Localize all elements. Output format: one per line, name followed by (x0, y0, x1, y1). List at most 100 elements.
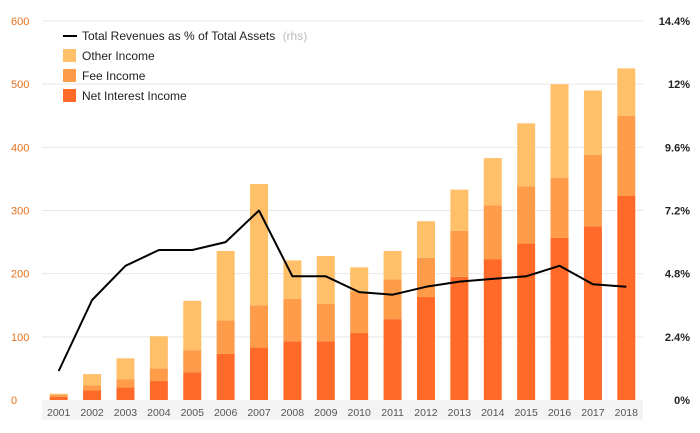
bar-segment-net-interest-income (550, 237, 569, 400)
x-tick-label: 2004 (147, 407, 171, 419)
bar-segment-fee-income (250, 305, 269, 348)
legend-label-other-income: Other Income (82, 49, 155, 63)
x-tick-label: 2018 (615, 407, 639, 419)
bar-segment-net-interest-income (216, 353, 235, 400)
bar-segment-fee-income (416, 257, 435, 298)
bar-segment-fee-income (316, 303, 335, 342)
bar-segment-net-interest-income (250, 347, 269, 400)
bar-segment-fee-income (383, 279, 402, 320)
x-tick-label: 2011 (381, 407, 404, 419)
bar-segment-other-income (583, 90, 602, 155)
x-tick-label: 2016 (548, 407, 572, 419)
bar-segment-other-income (416, 221, 435, 258)
revenue-ratio-line (57, 209, 627, 372)
bars (49, 68, 636, 400)
bar-segment-net-interest-income (49, 396, 68, 400)
line-series (57, 209, 627, 372)
x-tick-label: 2008 (281, 407, 305, 419)
bar-segment-fee-income (149, 368, 168, 382)
bar-segment-fee-income (517, 186, 536, 244)
y-tick-label-right: 12% (668, 79, 690, 91)
bar-segment-net-interest-income (116, 387, 135, 400)
y-tick-label-left: 600 (11, 16, 29, 28)
bar-segment-net-interest-income (350, 333, 369, 400)
bar-segment-net-interest-income (149, 381, 168, 400)
y-tick-label-right: 14.4% (659, 16, 690, 28)
bar-segment-net-interest-income (316, 341, 335, 400)
x-tick-label: 2010 (348, 407, 372, 419)
bar-segment-net-interest-income (416, 297, 435, 400)
bar-segment-other-income (116, 358, 135, 380)
bar-segment-fee-income (216, 320, 235, 354)
bar-segment-net-interest-income (517, 243, 536, 400)
x-tick-label: 2003 (114, 407, 138, 419)
bar-segment-other-income (49, 393, 68, 395)
x-tick-label: 2013 (448, 407, 472, 419)
y-tick-label-right: 2.4% (665, 332, 690, 344)
y-tick-label-left: 0 (11, 395, 17, 407)
x-axis: 2001 2002 2003 2004 2005 2006 2007 2008 2009 2010… (47, 407, 638, 419)
bar-segment-fee-income (283, 298, 302, 342)
x-tick-label: 2017 (581, 407, 605, 419)
y-tick-label-left: 500 (11, 79, 29, 91)
bar-segment-net-interest-income (450, 276, 469, 400)
bar-segment-other-income (350, 267, 369, 292)
bar-segment-fee-income (617, 115, 636, 196)
bar-segment-fee-income (116, 379, 135, 388)
bar-segment-net-interest-income (183, 372, 202, 400)
right-axis: 0% 2.4% 4.8% 7.2% 9.6% 12% 14.4% (659, 16, 690, 407)
legend: Total Revenues as % of Total Assets (rhs… (63, 29, 307, 103)
bar-segment-net-interest-income (483, 259, 502, 400)
legend-swatch-other-income (63, 49, 76, 62)
legend-label-net-interest-income: Net Interest Income (82, 89, 187, 103)
bar-segment-fee-income (49, 394, 68, 397)
x-tick-label: 2009 (314, 407, 338, 419)
y-tick-label-left: 100 (11, 332, 29, 344)
bar-segment-fee-income (583, 154, 602, 227)
bar-segment-other-income (216, 250, 235, 321)
bar-segment-other-income (283, 260, 302, 299)
bar-segment-other-income (550, 84, 569, 178)
gridlines (42, 20, 643, 338)
x-axis-band (42, 400, 643, 420)
bar-segment-other-income (450, 189, 469, 231)
y-tick-label-right: 9.6% (665, 142, 690, 154)
bar-segment-fee-income (550, 177, 569, 238)
bar-segment-fee-income (183, 350, 202, 373)
bar-segment-other-income (517, 123, 536, 187)
legend-swatch-fee-income (63, 69, 76, 82)
y-tick-label-right: 4.8% (665, 269, 690, 281)
bar-segment-net-interest-income (617, 195, 636, 400)
bar-segment-other-income (250, 183, 269, 306)
legend-line-axis-note: (rhs) (283, 29, 308, 43)
x-tick-label: 2006 (214, 407, 238, 419)
x-tick-label: 2005 (181, 407, 205, 419)
bar-segment-other-income (483, 158, 502, 206)
bar-segment-other-income (316, 255, 335, 304)
y-tick-label-right: 7.2% (665, 206, 690, 218)
bar-segment-fee-income (450, 230, 469, 277)
bar-segment-net-interest-income (283, 341, 302, 400)
y-tick-label-left: 400 (11, 142, 29, 154)
bar-segment-net-interest-income (383, 319, 402, 400)
legend-line-name: Total Revenues as % of Total Assets (82, 29, 275, 43)
y-tick-label-left: 200 (11, 269, 29, 281)
legend-line-label: Total Revenues as % of Total Assets (rhs… (82, 29, 307, 43)
x-tick-label: 2014 (481, 407, 505, 419)
bar-segment-other-income (149, 336, 168, 369)
bar-segment-fee-income (483, 205, 502, 260)
bar-segment-other-income (383, 250, 402, 280)
bar-segment-net-interest-income (583, 226, 602, 400)
x-tick-label: 2001 (47, 407, 71, 419)
x-tick-label: 2012 (414, 407, 438, 419)
left-axis: 0 100 200 300 400 500 600 (11, 16, 29, 407)
x-tick-label: 2002 (80, 407, 104, 419)
bar-segment-other-income (83, 374, 102, 386)
y-tick-label-right: 0% (674, 395, 690, 407)
y-tick-label-left: 300 (11, 206, 29, 218)
legend-swatch-net-interest-income (63, 89, 76, 102)
bar-segment-fee-income (83, 385, 102, 391)
bar-segment-net-interest-income (83, 390, 102, 400)
x-tick-label: 2007 (247, 407, 271, 419)
